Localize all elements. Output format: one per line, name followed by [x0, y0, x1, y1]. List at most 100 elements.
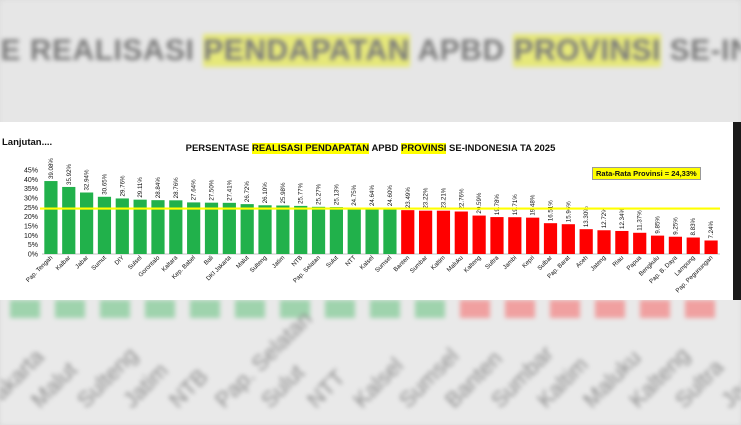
bar — [472, 215, 486, 254]
bar-value-label: 39.08% — [48, 158, 55, 179]
bar-value-label: 32.94% — [84, 169, 91, 190]
category-label: Sumut — [90, 254, 108, 272]
bar — [222, 202, 236, 254]
bar-value-label: 20.59% — [476, 192, 483, 213]
category-label: Kaltim — [430, 254, 447, 271]
category-label: Kepri — [521, 254, 536, 269]
background-strip — [0, 298, 741, 425]
y-tick-label: 45% — [24, 168, 38, 175]
bar — [329, 207, 343, 254]
bar-value-label: 9.25% — [672, 217, 679, 235]
category-label: Jambi — [502, 254, 519, 271]
bar-value-label: 8.83% — [690, 217, 697, 235]
bar-value-label: 24.60% — [387, 185, 394, 206]
chart-title: PERSENTASE REALISASI PENDAPATAN APBD PRO… — [185, 143, 556, 154]
bar-value-label: 15.96% — [565, 201, 572, 222]
y-tick-label: 35% — [24, 186, 38, 193]
bar — [436, 210, 451, 254]
category-label: Jabar — [74, 254, 90, 270]
bar-value-label: 27.64% — [191, 179, 198, 200]
bar — [347, 207, 361, 254]
bar-value-label: 12.72% — [601, 207, 608, 228]
bar — [133, 199, 147, 254]
bar-value-label: 12.34% — [619, 207, 626, 228]
y-tick-label: 0% — [28, 252, 38, 259]
bar-value-label: 23.21% — [440, 187, 447, 208]
category-label: Bali — [203, 254, 215, 266]
background-title: SE REALISASI PENDAPATAN APBD PROVINSI SE… — [0, 34, 741, 67]
category-label: Maluku — [446, 254, 465, 273]
category-label: Kalbar — [55, 254, 73, 272]
category-label: Jatim — [271, 254, 286, 269]
background-bar — [685, 300, 715, 318]
bar-value-label: 25.77% — [298, 182, 305, 203]
bar-value-label: 29.11% — [137, 177, 144, 198]
category-label: Sumsel — [374, 254, 394, 274]
background-bar — [235, 300, 265, 318]
bar — [704, 240, 718, 254]
category-label: Pap. Tengah — [25, 254, 55, 284]
category-label: NTB — [290, 254, 304, 268]
bar — [169, 200, 183, 254]
bar — [276, 205, 290, 254]
background-bar — [415, 300, 445, 318]
bar — [240, 204, 254, 254]
background-bar — [595, 300, 625, 318]
bar — [204, 202, 219, 254]
y-tick-label: 30% — [24, 196, 38, 203]
category-label: Kalteng — [463, 254, 483, 274]
category-label: Jateng — [589, 254, 607, 272]
background-bar — [10, 300, 40, 318]
average-label: Rata-Rata Provinsi = 24,33% — [592, 167, 701, 180]
bar-value-label: 26.72% — [244, 181, 251, 202]
bar-value-label: 25.13% — [333, 184, 340, 205]
bar — [668, 236, 682, 254]
bar-value-label: 35.92% — [66, 163, 73, 184]
bar — [508, 217, 522, 254]
background-bar — [505, 300, 535, 318]
bar — [526, 217, 540, 254]
bar — [686, 237, 700, 254]
bar — [365, 208, 379, 254]
bar — [62, 186, 76, 254]
continued-note: Lanjutan.... — [2, 137, 53, 148]
bar — [650, 235, 665, 254]
bar-value-label: 23.49% — [405, 187, 412, 208]
bar — [490, 217, 504, 254]
bar-value-label: 13.30% — [583, 206, 590, 227]
background-bar — [100, 300, 130, 318]
bar-value-label: 7.24% — [708, 220, 715, 238]
category-label: Riau — [611, 254, 625, 268]
bar — [615, 230, 629, 254]
y-tick-label: 10% — [24, 233, 38, 240]
bar — [419, 210, 433, 254]
bar-value-label: 27.41% — [226, 179, 233, 200]
bar-value-label: 27.50% — [209, 179, 216, 200]
category-label: Sultra — [484, 254, 501, 271]
bar-value-label: 25.27% — [316, 183, 323, 204]
bar-value-label: 22.76% — [458, 188, 465, 209]
bar-value-label: 24.75% — [351, 184, 358, 205]
bar-value-label: 9.85% — [655, 216, 662, 234]
background-bar — [55, 300, 85, 318]
background-bar — [145, 300, 175, 318]
bar-value-label: 28.84% — [155, 177, 162, 198]
bar-value-label: 11.37% — [637, 210, 644, 231]
bar-value-label: 19.48% — [530, 194, 537, 215]
bar — [80, 192, 94, 254]
bar — [115, 198, 129, 254]
background-bar — [370, 300, 400, 318]
category-label: Sulteng — [249, 254, 269, 274]
bar-value-label: 23.22% — [423, 187, 430, 208]
bar-value-label: 24.64% — [369, 185, 376, 206]
background-bar — [550, 300, 580, 318]
bar — [383, 208, 397, 254]
category-label: Sulut — [325, 254, 340, 269]
category-label: Aceh — [575, 254, 590, 269]
bar — [543, 223, 558, 254]
bar-value-label: 29.76% — [119, 175, 126, 196]
background-bar — [640, 300, 670, 318]
y-tick-label: 25% — [24, 205, 38, 212]
background-bar — [280, 300, 310, 318]
y-tick-label: 40% — [24, 177, 38, 184]
